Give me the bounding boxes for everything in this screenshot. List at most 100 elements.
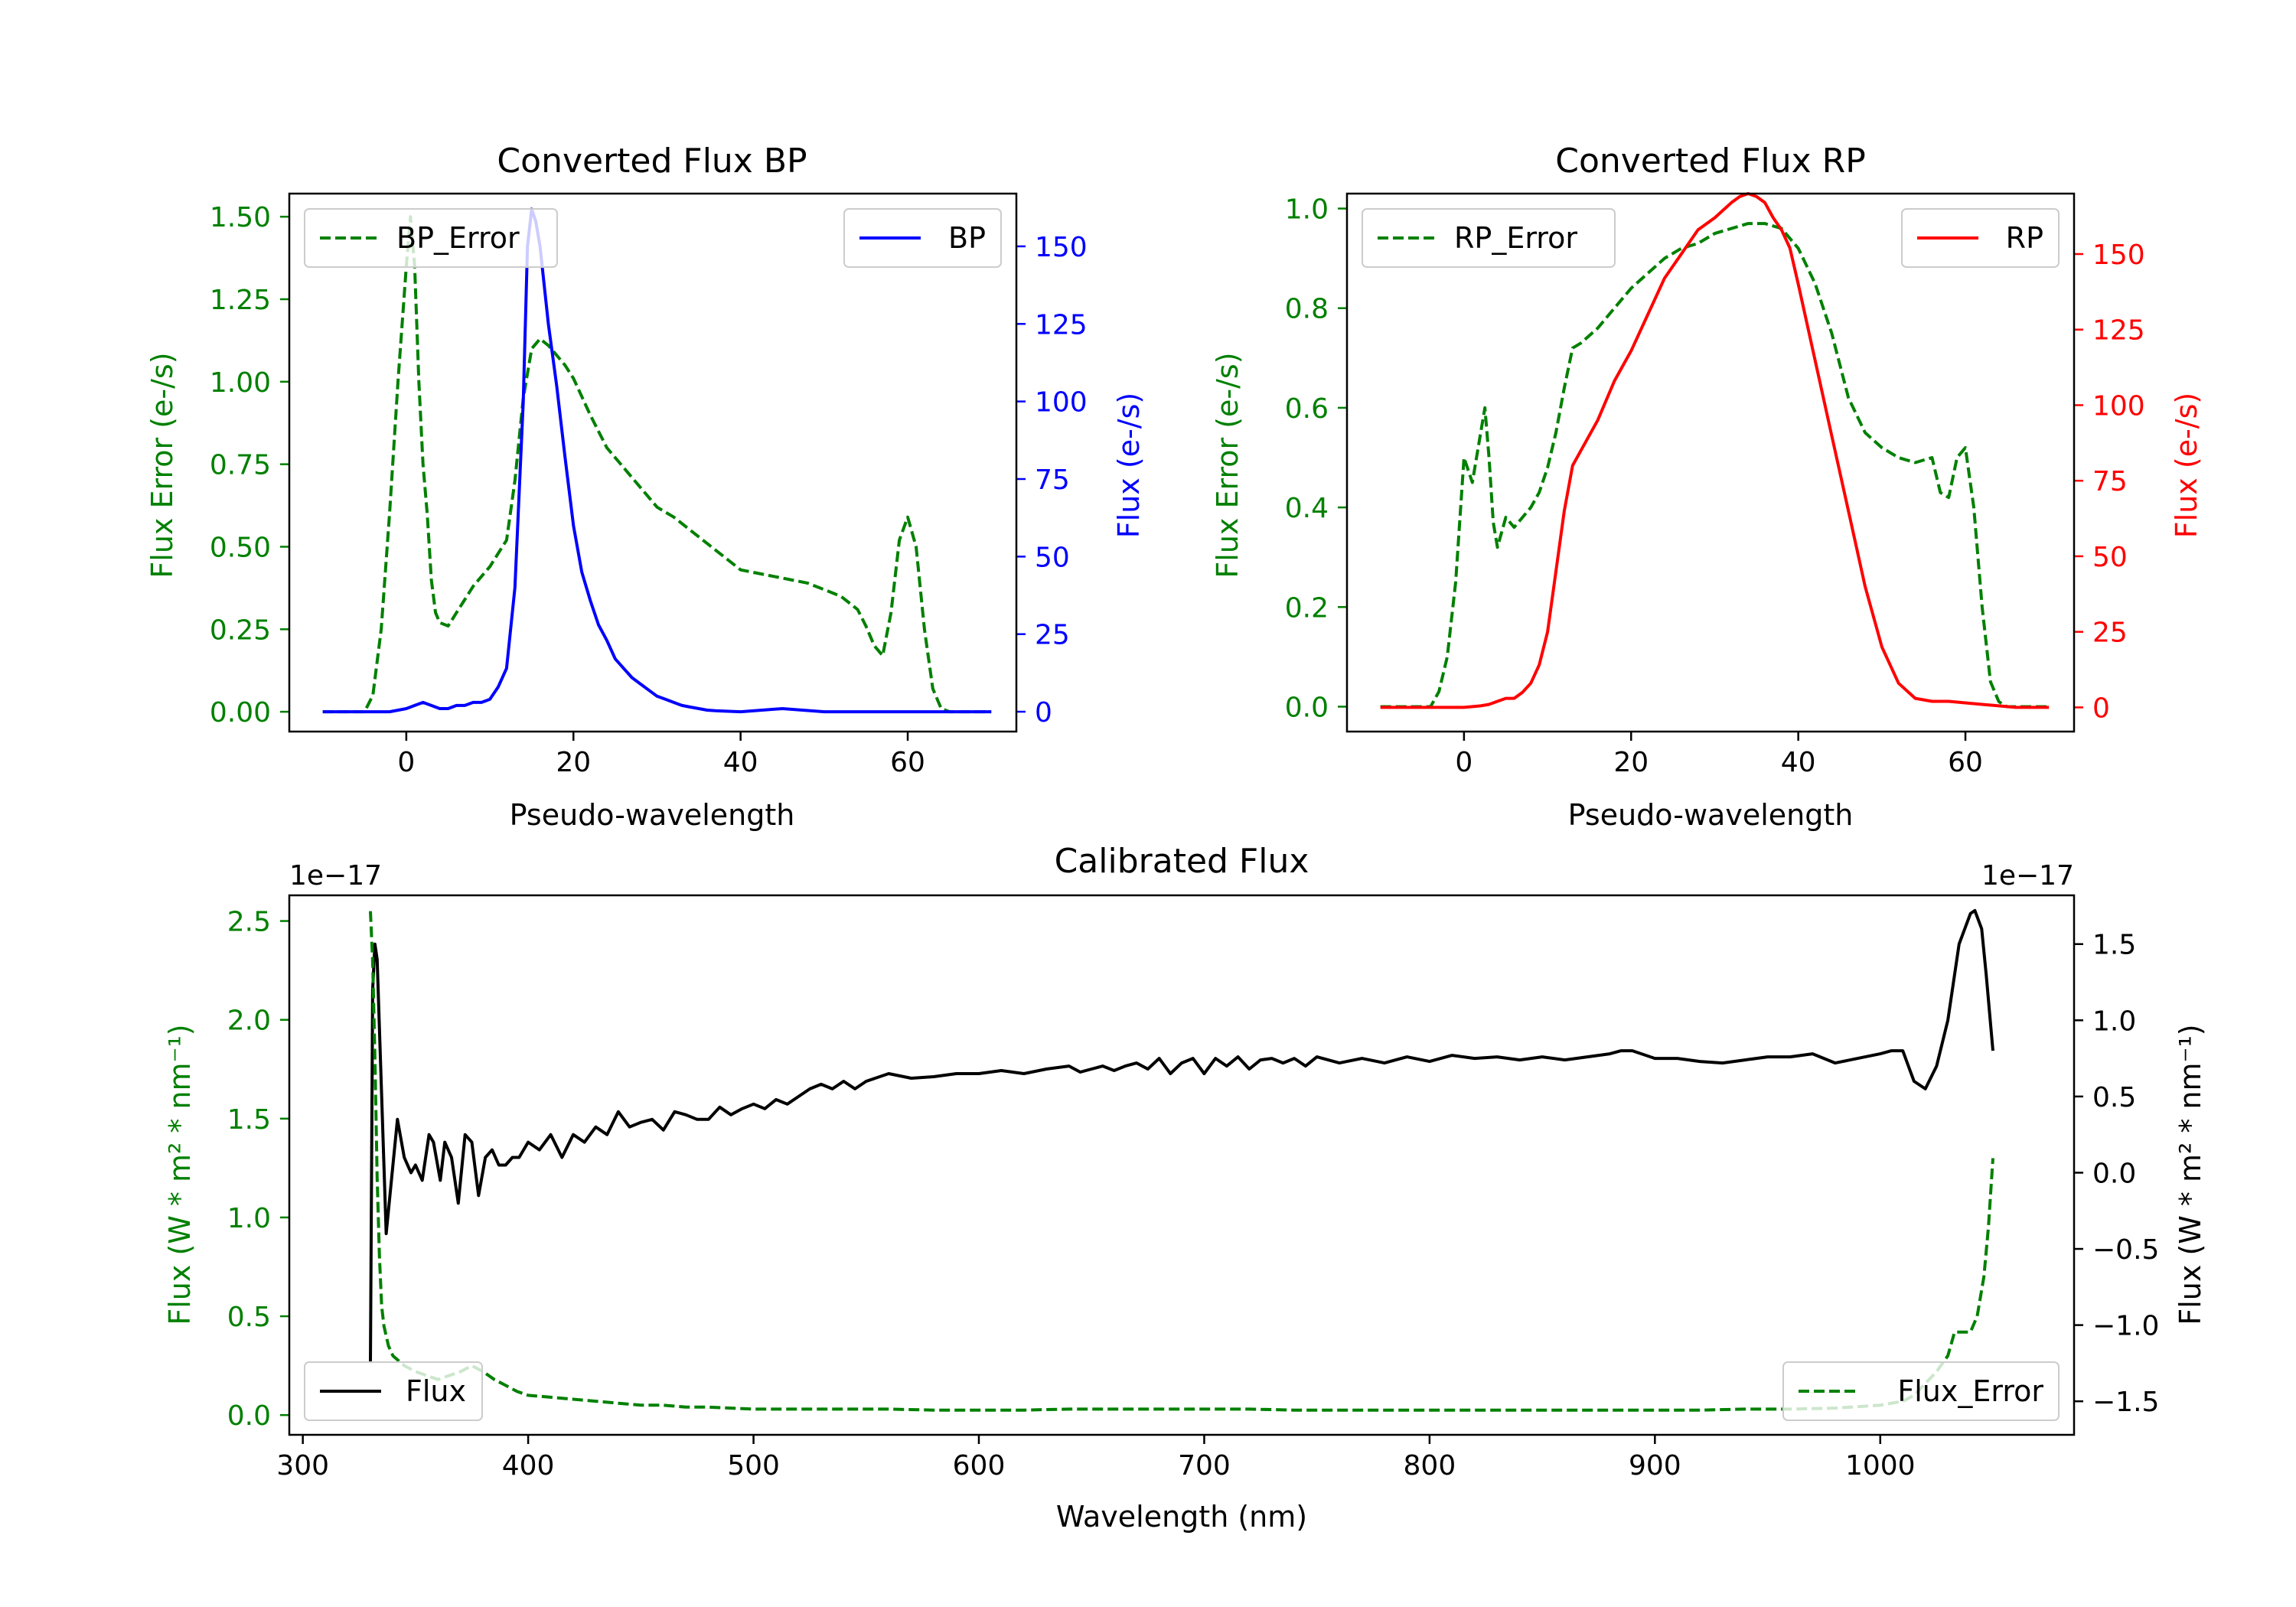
y-tick-label-left: 1.50 (210, 202, 271, 233)
chart-title: Calibrated Flux (1055, 842, 1309, 881)
y-tick-label-right: 50 (1035, 542, 1070, 573)
y-tick-label-right: −1.5 (2092, 1387, 2159, 1418)
x-tick-label: 60 (890, 747, 925, 778)
legend-label: Flux (406, 1374, 466, 1408)
y-tick-label-right: 100 (1035, 387, 1088, 419)
legend-left: RP_Error (1362, 208, 1616, 268)
y-tick-label-left: 0.0 (1285, 692, 1329, 723)
x-tick-label: 0 (397, 747, 415, 778)
legend-box (1362, 208, 1616, 268)
x-tick-label: 800 (1404, 1450, 1456, 1482)
chart-title: Converted Flux RP (1555, 142, 1866, 181)
y-tick-label-left: 1.0 (1285, 194, 1329, 226)
x-tick-label: 40 (1781, 747, 1816, 778)
legend-right: Flux_Error (1782, 1361, 2060, 1421)
y-tick-label-right: 0 (2092, 693, 2110, 724)
y-tick-label-right: −1.0 (2092, 1311, 2159, 1342)
y-axis-label-right: Flux (e-/s) (2170, 393, 2203, 538)
legend-label: Flux_Error (1897, 1374, 2043, 1408)
legend-label: RP_Error (1454, 221, 1577, 255)
y-tick-label-right: −0.5 (2092, 1234, 2159, 1266)
x-tick-label: 60 (1948, 747, 1983, 778)
y-tick-label-right: 125 (2092, 315, 2145, 347)
panel-calibrated: Calibrated Flux Wavelength (nm) Flux (W … (163, 842, 2207, 1534)
y-tick-label-left: 1.0 (227, 1203, 271, 1234)
legend-left: BP_Error (304, 208, 558, 268)
y-tick-label-left: 0.0 (227, 1400, 271, 1432)
y-tick-label-right: 50 (2092, 542, 2128, 573)
y-tick-label-left: 0.00 (210, 697, 271, 729)
chart-title: Converted Flux BP (497, 142, 807, 181)
x-tick-label: 600 (953, 1450, 1006, 1482)
series-line-bp (322, 207, 992, 714)
x-axis-label: Pseudo-wavelength (510, 798, 795, 832)
offset-text-right: 1e−17 (1981, 860, 2074, 892)
x-tick-label: 300 (276, 1450, 329, 1482)
x-tick-label: 400 (502, 1450, 555, 1482)
plot-frame (288, 894, 2076, 1436)
y-tick-label-right: 0.5 (2092, 1082, 2136, 1113)
legend-label: BP (948, 221, 986, 255)
x-tick-label: 40 (723, 747, 758, 778)
x-tick-label: 20 (556, 747, 591, 778)
x-tick-label: 1000 (1845, 1450, 1916, 1482)
y-tick-label-right: 150 (1035, 232, 1088, 263)
legend-box (843, 208, 1002, 268)
y-tick-label-left: 0.25 (210, 614, 271, 646)
legend-label: BP_Error (396, 221, 520, 255)
legend-right: RP (1901, 208, 2060, 268)
panel-rp: Converted Flux RP Pseudo-wavelength Flux… (1211, 142, 2203, 832)
y-tick-label-left: 2.0 (227, 1006, 271, 1037)
series-line-flux-error (369, 911, 1994, 1412)
x-axis-label: Pseudo-wavelength (1568, 798, 1854, 832)
y-tick-label-left: 1.00 (210, 367, 271, 399)
legend-box (304, 1361, 483, 1421)
y-axis-label-right: Flux (e-/s) (1112, 393, 1146, 538)
x-axis-label: Wavelength (nm) (1056, 1500, 1307, 1534)
x-tick-label: 20 (1613, 747, 1649, 778)
y-tick-label-right: 0 (1035, 697, 1052, 729)
y-tick-label-right: 125 (1035, 309, 1088, 341)
legend-box (1782, 1361, 2060, 1421)
y-tick-label-right: 100 (2092, 390, 2145, 422)
y-tick-label-left: 0.4 (1285, 493, 1329, 524)
y-axis-label-right: Flux (W * m² * nm⁻¹) (2174, 1024, 2207, 1325)
series-line-rp (1380, 192, 2050, 709)
series-line-rp-error (1380, 222, 2050, 709)
y-tick-label-right: 25 (2092, 618, 2128, 649)
y-tick-label-right: 150 (2092, 240, 2145, 271)
y-tick-label-left: 0.75 (210, 450, 271, 481)
y-tick-label-right: 1.0 (2092, 1006, 2136, 1037)
y-axis-label-left: Flux Error (e-/s) (145, 352, 179, 578)
series-line-bp-error (322, 215, 992, 714)
x-tick-label: 500 (727, 1450, 780, 1482)
y-tick-label-right: 25 (1035, 620, 1070, 651)
y-tick-label-left: 0.8 (1285, 294, 1329, 325)
y-tick-label-left: 0.2 (1285, 592, 1329, 624)
legend-box (304, 208, 558, 268)
offset-text-left: 1e−17 (289, 860, 382, 892)
plot-frame (288, 192, 1018, 733)
y-tick-label-left: 0.50 (210, 532, 271, 563)
legend-left: Flux (304, 1361, 483, 1421)
legend-box (1901, 208, 2060, 268)
y-tick-label-left: 2.5 (227, 907, 271, 938)
y-tick-label-right: 75 (1035, 464, 1070, 496)
y-tick-label-right: 0.0 (2092, 1158, 2136, 1189)
plot-frame (1345, 192, 2076, 733)
panel-bp: Converted Flux BP Pseudo-wavelength Flux… (145, 142, 1146, 832)
x-tick-label: 700 (1178, 1450, 1231, 1482)
legend-right: BP (843, 208, 1002, 268)
legend-label: RP (2006, 221, 2043, 255)
x-tick-label: 900 (1629, 1450, 1681, 1482)
y-tick-label-left: 0.6 (1285, 393, 1329, 425)
y-tick-label-left: 0.5 (227, 1302, 271, 1333)
y-tick-label-left: 1.25 (210, 285, 271, 316)
x-tick-label: 0 (1455, 747, 1473, 778)
y-tick-label-right: 1.5 (2092, 930, 2136, 961)
y-axis-label-left: Flux Error (e-/s) (1211, 352, 1244, 578)
y-tick-label-right: 75 (2092, 466, 2128, 497)
y-axis-label-left: Flux (W * m² * nm⁻¹) (163, 1024, 197, 1325)
y-tick-label-left: 1.5 (227, 1104, 271, 1136)
